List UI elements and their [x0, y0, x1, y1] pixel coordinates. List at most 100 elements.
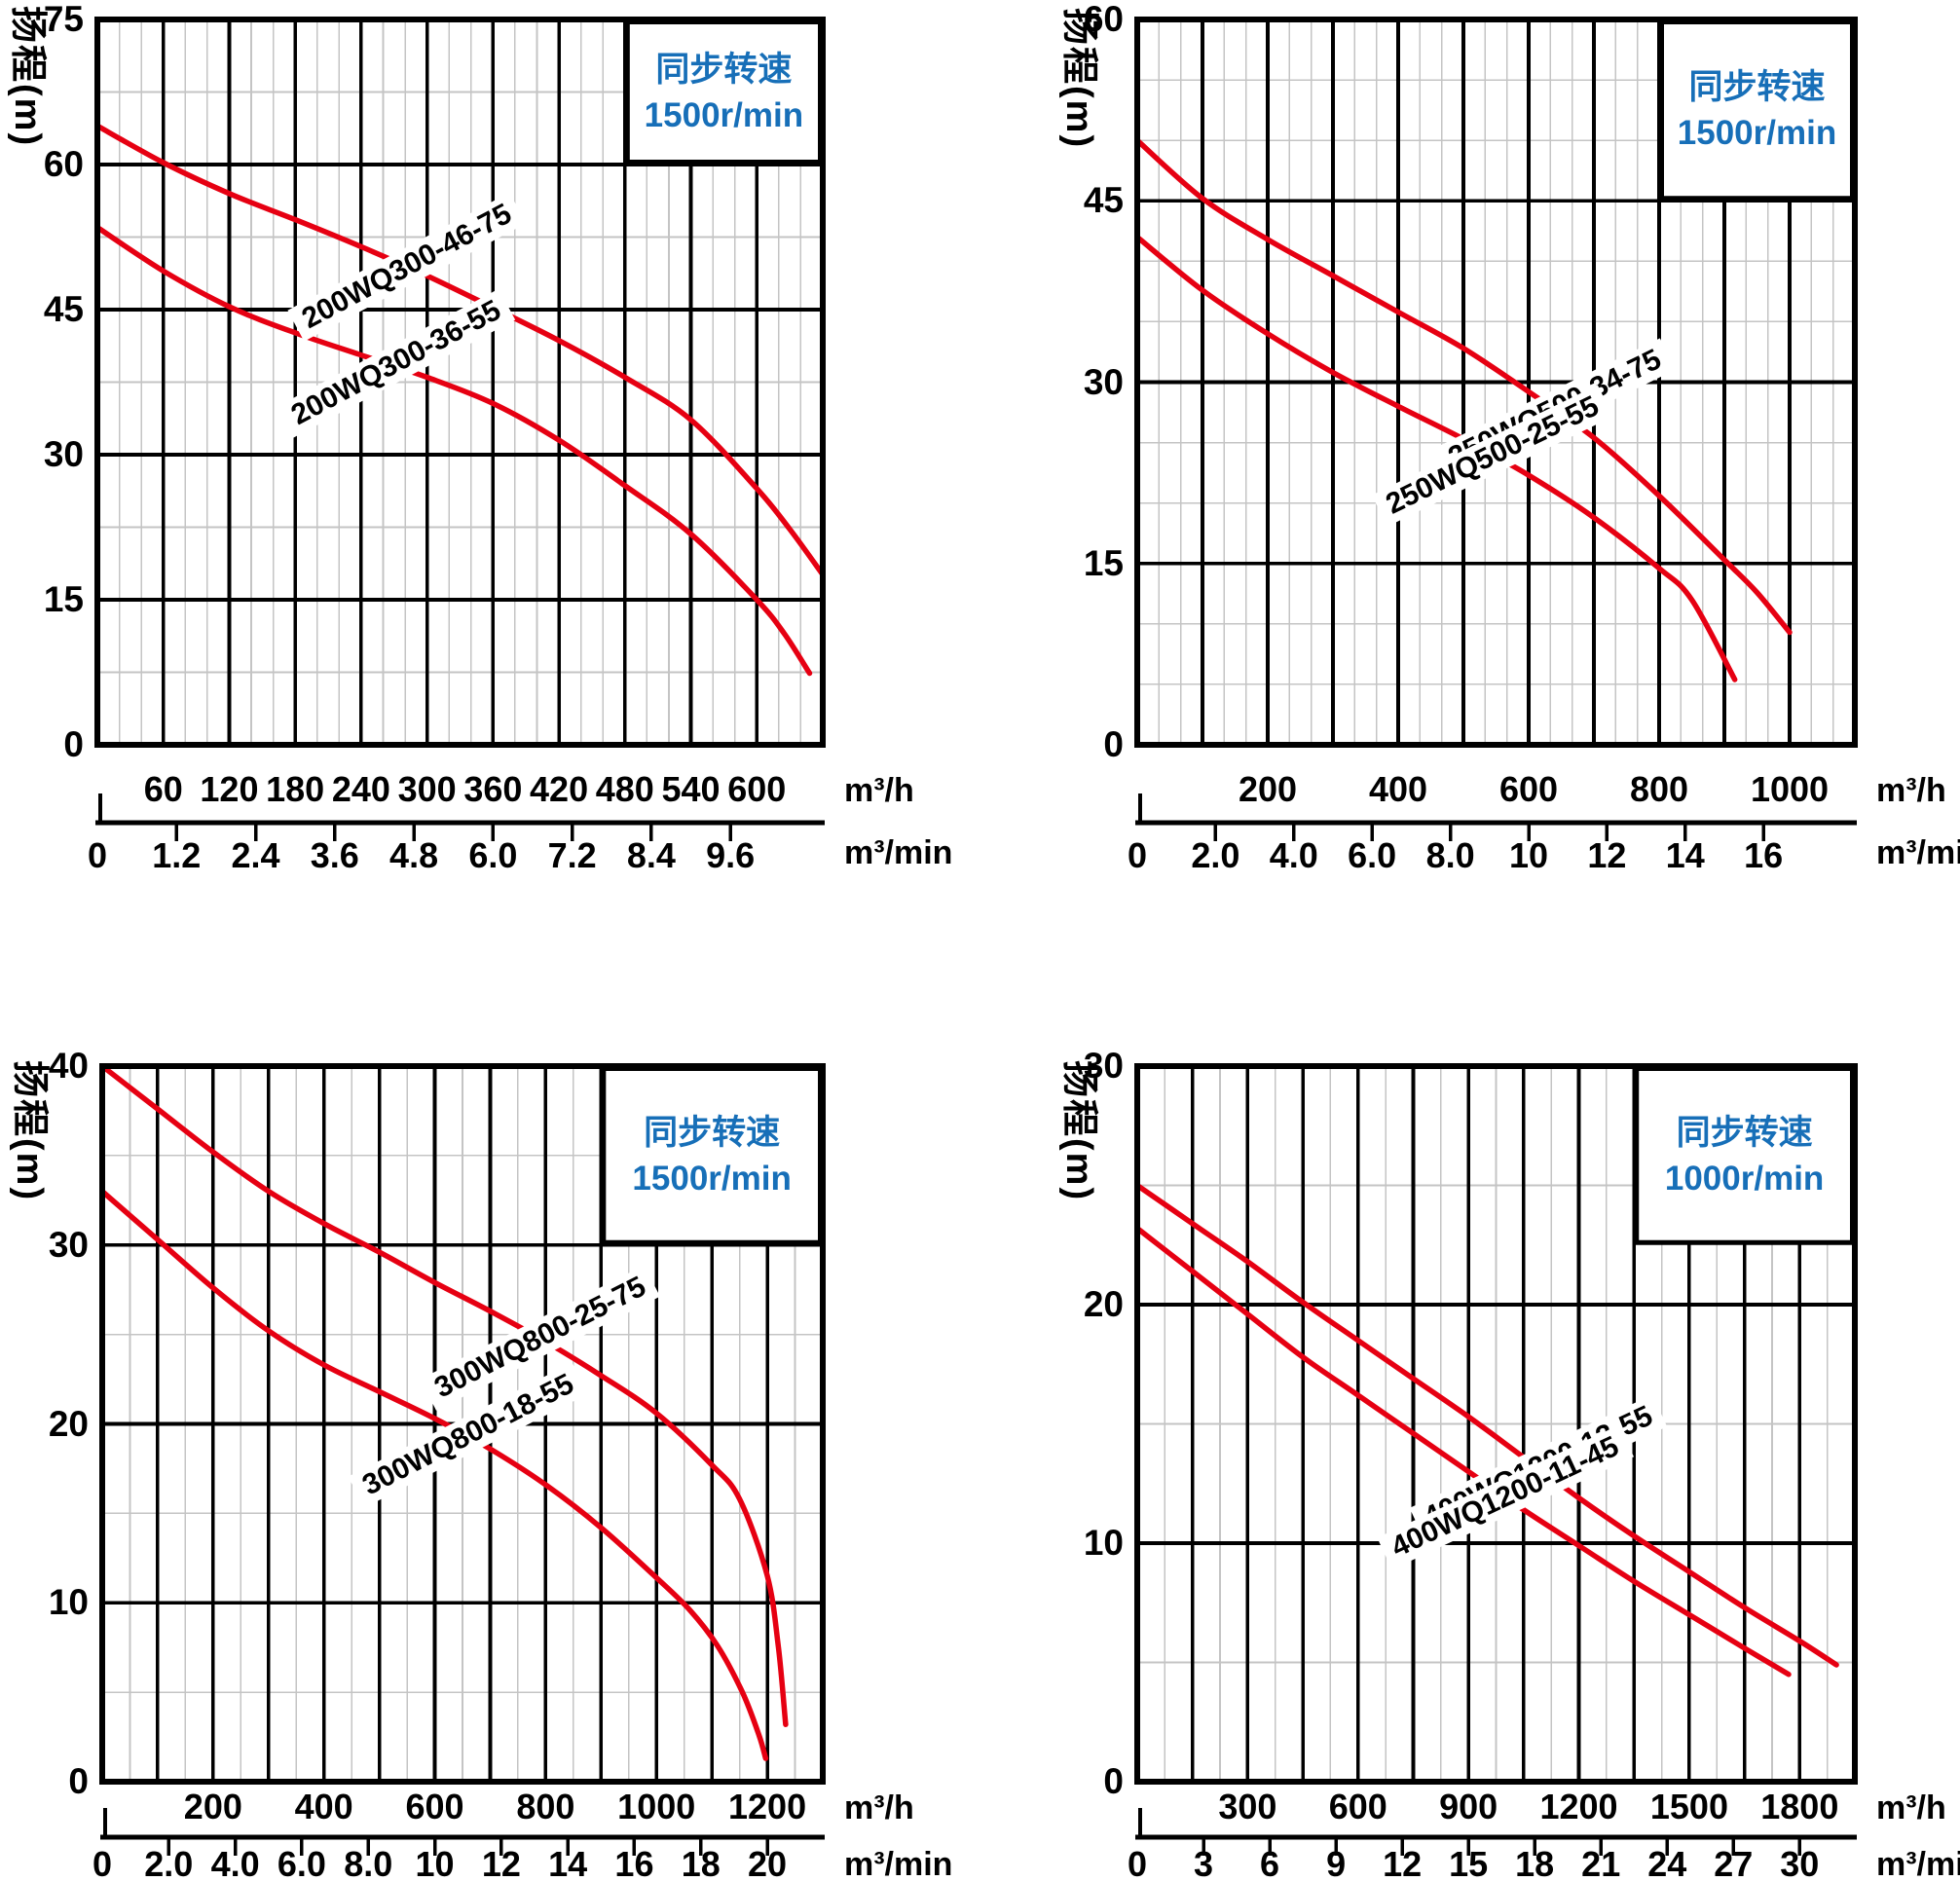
plot-border [99, 1063, 826, 1785]
x-tick-label-m3min: 6 [1260, 1844, 1280, 1881]
x-tick-label-m3h: 240 [331, 769, 390, 809]
pump-curve-200WQ300-46-75 [94, 123, 826, 577]
unit-label-m3min: m³/min [844, 834, 953, 871]
speed-label-line1: 同步转速 [1676, 1113, 1813, 1152]
x-tick-label-m3h: 1200 [728, 1787, 807, 1826]
y-tick-label: 10 [1083, 1523, 1124, 1563]
y-tick-label: 0 [1103, 724, 1124, 764]
pump-curve-250WQ500-25-55 [1134, 234, 1738, 682]
y-tick-label: 20 [1083, 1284, 1124, 1324]
plot-border [1134, 17, 1858, 748]
pump-curve-300WQ800-25-75 [99, 1063, 789, 1727]
pump-chart-1: 扬程(m) 0 15 30 45 60 75 60 120 180 240 300 360 420 480 5… [0, 0, 981, 940]
x-tick-label-m3min: 6.0 [1348, 835, 1397, 875]
x-tick-label-m3h: 60 [143, 769, 183, 809]
x-tick-label-m3min: 1.2 [152, 835, 202, 875]
y-tick-label: 30 [48, 1224, 89, 1265]
pump-chart-3: 扬程(m) 0 10 20 30 40 200 400 600 800 1000 1200 0 2.0 4.… [0, 1046, 981, 1881]
chart-plot-svg [99, 1063, 826, 1856]
pump-chart-2: 扬程(m) 0 15 30 45 60 200 400 600 800 1000 0 2.0 4.0 6.0… [981, 0, 1960, 940]
pump-curve-200WQ300-36-55 [94, 224, 813, 677]
y-tick-label: 60 [1083, 0, 1124, 39]
x-tick-label-m3h: 200 [1238, 769, 1298, 809]
pump-curve-300WQ800-18-55 [99, 1188, 769, 1761]
chart-plot-svg [1134, 1063, 1858, 1856]
flow-ruler [1135, 1808, 1857, 1856]
unit-label-m3h: m³/h [1876, 1789, 1946, 1826]
x-tick-label-m3min: 4.0 [210, 1844, 260, 1881]
y-tick-label: 0 [68, 1761, 89, 1801]
x-tick-label-m3min: 3.6 [310, 835, 359, 875]
x-tick-label-m3h: 300 [1218, 1787, 1277, 1826]
x-tick-label-m3min: 12 [481, 1844, 521, 1881]
x-tick-label-m3min: 10 [1508, 835, 1549, 875]
unit-label-m3h: m³/h [1876, 772, 1946, 809]
x-tick-label-m3min: 6.0 [468, 835, 518, 875]
x-tick-label-m3min: 12 [1587, 835, 1627, 875]
x-tick-label-m3min: 8.0 [344, 1844, 393, 1881]
minor-grid [1137, 1066, 1855, 1782]
x-tick-label-m3h: 300 [397, 769, 457, 809]
x-tick-label-m3min: 24 [1647, 1844, 1687, 1881]
x-tick-label-m3h: 1200 [1539, 1787, 1618, 1826]
unit-label-m3min: m³/min [1876, 1846, 1960, 1881]
x-tick-label-m3min: 9.6 [706, 835, 756, 875]
y-tick-label: 75 [43, 0, 84, 39]
y-tick-label: 30 [43, 434, 84, 474]
x-tick-label-m3min: 8.4 [626, 835, 676, 875]
speed-label-line1: 同步转速 [1688, 68, 1826, 107]
x-tick-label-m3min: 14 [1665, 835, 1705, 875]
x-tick-label-m3h: 540 [661, 769, 721, 809]
x-tick-label-m3min: 2.0 [144, 1844, 194, 1881]
x-tick-label-m3h: 120 [200, 769, 259, 809]
x-tick-label-m3min: 4.8 [389, 835, 439, 875]
x-tick-label-m3h: 600 [1498, 769, 1559, 809]
speed-label-line1: 同步转速 [644, 1113, 781, 1152]
x-tick-label-m3h: 800 [1629, 769, 1689, 809]
y-tick-label: 30 [1083, 361, 1124, 402]
unit-label-m3min: m³/min [1876, 834, 1960, 871]
x-tick-label-m3min: 3 [1194, 1844, 1214, 1881]
x-tick-label-m3min: 18 [681, 1844, 721, 1881]
flow-ruler [100, 1808, 825, 1856]
x-tick-label-m3h: 900 [1439, 1787, 1498, 1826]
x-tick-label-m3min: 0 [92, 1844, 113, 1881]
plot-border [1134, 1063, 1858, 1785]
pump-chart-4: 扬程(m) 0 10 20 30 300 600 900 1200 1500 1800 0 3 6 9 12 1… [981, 1046, 1960, 1881]
x-tick-label-m3h: 420 [530, 769, 589, 809]
unit-label-m3h: m³/h [844, 1789, 914, 1826]
speed-label-line2: 1500r/min [644, 95, 804, 134]
minor-grid [97, 19, 823, 745]
flow-ruler [1135, 793, 1857, 841]
speed-label-line2: 1500r/min [632, 1159, 792, 1198]
y-tick-label: 20 [48, 1403, 89, 1444]
y-tick-label: 40 [48, 1046, 89, 1086]
x-tick-label-m3h: 1800 [1760, 1787, 1839, 1826]
x-tick-label-m3min: 20 [748, 1844, 788, 1881]
speed-label-line1: 同步转速 [655, 50, 793, 89]
y-tick-label: 0 [1103, 1761, 1124, 1801]
x-tick-label-m3h: 480 [595, 769, 654, 809]
y-tick-label: 60 [43, 144, 84, 184]
synchronous-speed-label: 同步转速 1500r/min [601, 1066, 823, 1245]
plot-border [94, 17, 826, 748]
x-tick-label-m3min: 9 [1326, 1844, 1347, 1881]
x-tick-label-m3min: 12 [1383, 1844, 1423, 1881]
y-tick-label: 30 [1083, 1046, 1124, 1086]
flow-ruler [95, 793, 825, 841]
chart-plot-svg [94, 17, 826, 841]
x-tick-label-m3h: 1000 [1750, 769, 1830, 809]
synchronous-speed-label: 同步转速 1000r/min [1634, 1066, 1855, 1245]
x-tick-label-m3min: 18 [1515, 1844, 1555, 1881]
pump-curve-400WQ1200-13-55 [1134, 1182, 1839, 1668]
x-tick-label-m3h: 600 [727, 769, 787, 809]
x-tick-label-m3h: 800 [516, 1787, 575, 1826]
x-tick-label-m3h: 600 [405, 1787, 464, 1826]
synchronous-speed-label: 同步转速 1500r/min [625, 19, 823, 165]
x-tick-label-m3min: 30 [1780, 1844, 1820, 1881]
synchronous-speed-label: 同步转速 1500r/min [1659, 19, 1855, 201]
x-tick-label-m3min: 14 [548, 1844, 588, 1881]
x-tick-label-m3min: 7.2 [547, 835, 597, 875]
x-tick-label-m3h: 400 [294, 1787, 353, 1826]
